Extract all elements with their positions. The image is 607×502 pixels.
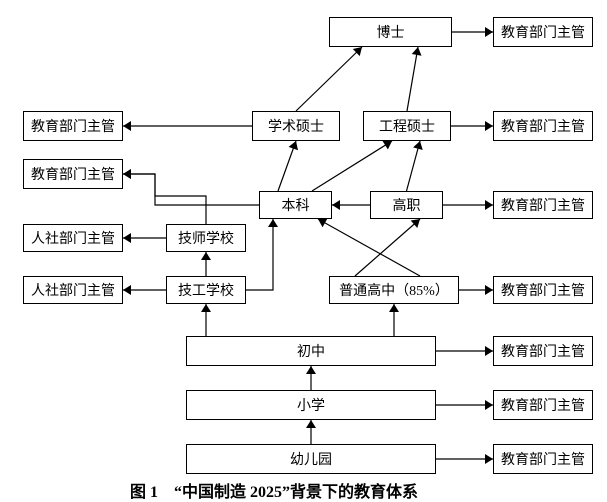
node-gaozhi: 高职 xyxy=(370,191,443,219)
node-label: 教育部门主管 xyxy=(501,341,585,361)
figure-caption: 图 1 “中国制造 2025”背景下的教育体系 xyxy=(130,478,418,502)
node-edu_right_gz: 教育部门主管 xyxy=(493,191,593,219)
caption-text: “中国制造 2025”背景下的教育体系 xyxy=(174,484,418,501)
node-boshi: 博士 xyxy=(329,17,452,47)
node-rsh_top: 人社部门主管 xyxy=(23,224,123,252)
node-edu_left_ms: 教育部门主管 xyxy=(23,111,123,141)
node-label: 初中 xyxy=(297,341,325,361)
node-gongcheng: 工程硕士 xyxy=(363,111,451,141)
node-label: 教育部门主管 xyxy=(31,116,115,136)
node-edu_right_cz: 教育部门主管 xyxy=(493,336,593,366)
node-label: 教育部门主管 xyxy=(501,22,585,42)
node-label: 学术硕士 xyxy=(268,116,324,136)
node-label: 工程硕士 xyxy=(379,116,435,136)
node-edu_right_ms: 教育部门主管 xyxy=(493,111,593,141)
node-label: 教育部门主管 xyxy=(501,195,585,215)
node-chuzhong: 初中 xyxy=(186,336,436,366)
node-benke: 本科 xyxy=(259,191,332,219)
node-edu_right_pt: 教育部门主管 xyxy=(493,276,593,304)
node-label: 技工学校 xyxy=(178,280,234,300)
node-label: 普通高中（85%） xyxy=(339,280,449,300)
node-edu_left_bk: 教育部门主管 xyxy=(23,159,123,189)
node-jishi: 技师学校 xyxy=(166,224,246,252)
node-label: 技师学校 xyxy=(178,228,234,248)
node-youeryuan: 幼儿园 xyxy=(186,444,436,474)
node-label: 教育部门主管 xyxy=(31,164,115,184)
node-label: 人社部门主管 xyxy=(31,228,115,248)
node-rsh_bot: 人社部门主管 xyxy=(23,276,123,304)
caption-prefix: 图 1 xyxy=(130,484,158,501)
node-label: 幼儿园 xyxy=(290,449,332,469)
node-jigong: 技工学校 xyxy=(166,276,246,304)
node-xueshu: 学术硕士 xyxy=(252,111,340,141)
node-label: 博士 xyxy=(377,22,405,42)
node-edu_right_xx: 教育部门主管 xyxy=(493,390,593,420)
node-putong: 普通高中（85%） xyxy=(329,276,459,304)
node-label: 人社部门主管 xyxy=(31,280,115,300)
node-edu_right_ye: 教育部门主管 xyxy=(493,444,593,474)
node-label: 小学 xyxy=(297,395,325,415)
node-label: 教育部门主管 xyxy=(501,449,585,469)
diagram-stage: 图 1 “中国制造 2025”背景下的教育体系 博士教育部门主管学术硕士工程硕士… xyxy=(0,0,607,500)
node-label: 高职 xyxy=(393,195,421,215)
node-label: 教育部门主管 xyxy=(501,280,585,300)
node-label: 教育部门主管 xyxy=(501,116,585,136)
node-xiaoxue: 小学 xyxy=(186,390,436,420)
node-label: 本科 xyxy=(282,195,310,215)
node-label: 教育部门主管 xyxy=(501,395,585,415)
node-doc_edu_top: 教育部门主管 xyxy=(493,17,593,47)
